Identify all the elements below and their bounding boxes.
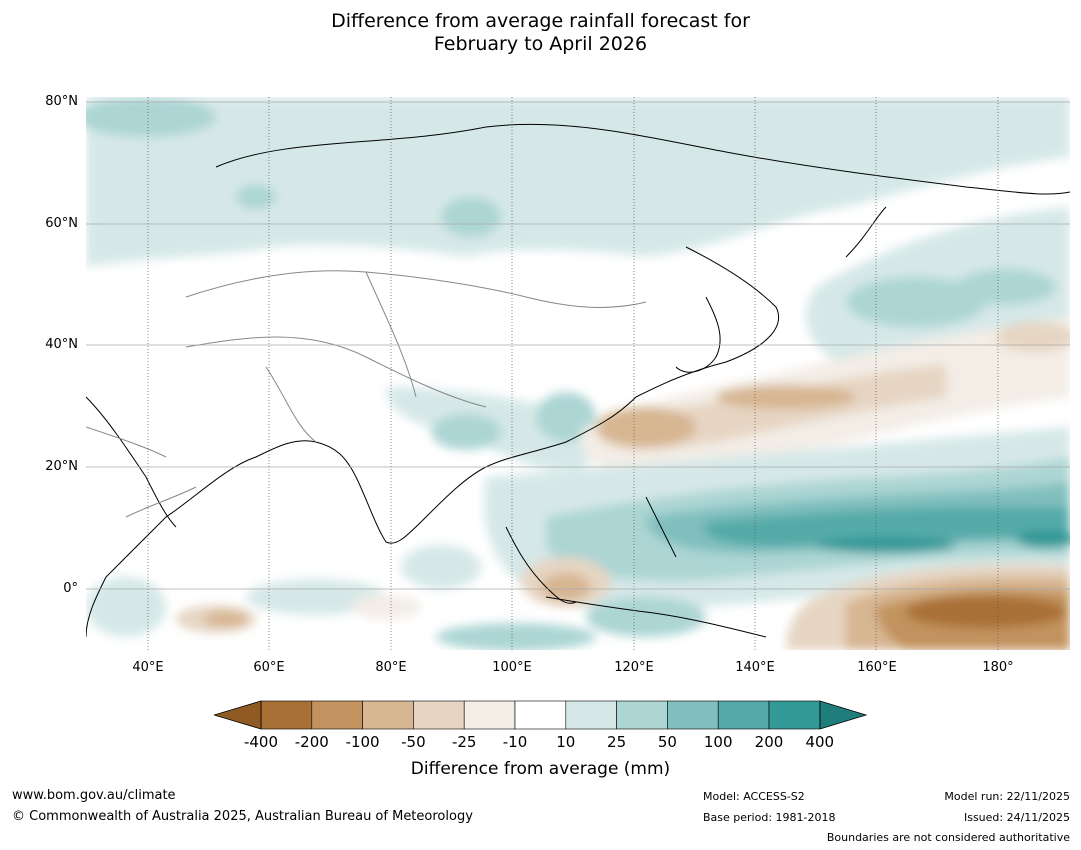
colorbar-cell (616, 700, 668, 730)
lon-label-160e: 160°E (857, 660, 897, 675)
colorbar-tick-label: 100 (703, 733, 733, 751)
colorbar-cell (362, 700, 414, 730)
colorbar (214, 700, 868, 730)
map-title-line-2: February to April 2026 (433, 33, 648, 55)
model-run-date: Model run: 22/11/2025 (944, 790, 1070, 803)
colorbar-cell (311, 700, 363, 730)
base-period: Base period: 1981-2018 (703, 811, 836, 824)
colorbar-cell (565, 700, 617, 730)
colorbar-cell (463, 700, 516, 730)
lat-label-equator: 0° (63, 581, 78, 596)
colorbar-tick-label: -100 (345, 733, 380, 751)
colorbar-cell (514, 700, 567, 730)
colorbar-low-extend (214, 700, 262, 730)
lat-label-20n: 20°N (45, 459, 78, 474)
graticule (147, 97, 999, 650)
lat-label-60n: 60°N (45, 216, 78, 231)
lat-label-40n: 40°N (45, 337, 78, 352)
lon-label-80e: 80°E (375, 660, 407, 675)
colorbar-tick-label: 200 (754, 733, 784, 751)
colorbar-cell (717, 700, 770, 730)
colorbar-cell (413, 700, 465, 730)
model-name: Model: ACCESS-S2 (703, 790, 805, 803)
colorbar-high-extend (819, 700, 868, 730)
colorbar-tick-label: 50 (657, 733, 677, 751)
lon-label-40e: 40°E (132, 660, 164, 675)
boundaries-disclaimer: Boundaries are not considered authoritat… (826, 831, 1070, 844)
colorbar-tick-label: -25 (451, 733, 477, 751)
rainfall-anomaly-map (86, 97, 1070, 650)
colorbar-tick-label: 25 (607, 733, 627, 751)
issued-date: Issued: 24/11/2025 (963, 811, 1070, 824)
country-borders (86, 270, 647, 518)
lon-label-100e: 100°E (492, 660, 532, 675)
colorbar-tick-label: -200 (294, 733, 329, 751)
latitude-lines (86, 101, 1070, 590)
rainfall-shading (86, 97, 1070, 650)
colorbar-cell (260, 700, 313, 730)
colorbar-tick-label: -400 (243, 733, 279, 751)
colorbar-tick-label: 400 (805, 733, 835, 751)
map-title-line-1: Difference from average rainfall forecas… (331, 10, 750, 32)
colorbar-tick-label: 10 (556, 733, 576, 751)
website-link[interactable]: www.bom.gov.au/climate (12, 788, 176, 803)
copyright-text: © Commonwealth of Australia 2025, Austra… (12, 809, 473, 824)
colorbar-cell (768, 700, 821, 730)
colorbar-title: Difference from average (mm) (410, 759, 671, 779)
coastlines (86, 123, 1070, 638)
lon-label-180: 180° (982, 660, 1014, 675)
colorbar-cell (667, 700, 719, 730)
lon-label-60e: 60°E (253, 660, 285, 675)
lon-label-140e: 140°E (735, 660, 775, 675)
lon-label-120e: 120°E (614, 660, 654, 675)
colorbar-tick-label: -50 (401, 733, 426, 751)
colorbar-tick-label: -10 (502, 733, 528, 751)
lat-label-80n: 80°N (45, 94, 78, 109)
